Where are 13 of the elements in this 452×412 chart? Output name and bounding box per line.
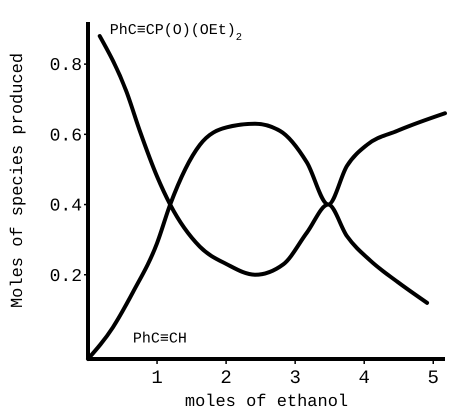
x-tick-label: 4 <box>358 367 370 389</box>
series-label: PhC≡CP(O)(OEt)$_{2}$ <box>110 22 242 44</box>
series-label: PhC≡CH <box>132 330 187 348</box>
y-tick-label: 0.2 <box>50 266 82 287</box>
y-tick-label: 0.8 <box>50 56 82 76</box>
x-tick-label: 5 <box>428 367 439 389</box>
x-tick-label: 2 <box>220 367 232 389</box>
y-tick-label: 0.4 <box>50 196 82 217</box>
x-tick-label: 1 <box>151 367 163 389</box>
x-axis-title: moles of ethanol <box>184 393 348 412</box>
y-axis-title: Moles of species produced <box>9 52 28 308</box>
y-tick-label: 0.6 <box>50 126 82 146</box>
x-tick-label: 3 <box>289 367 301 389</box>
